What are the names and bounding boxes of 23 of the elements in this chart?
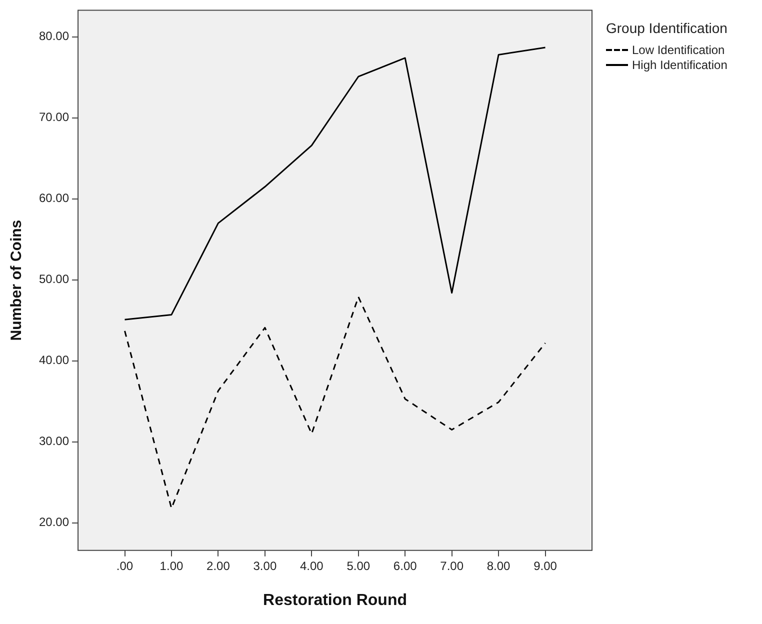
line-series (124, 296, 546, 510)
x-tick-label: 7.00 (440, 558, 464, 573)
x-tick-label: 1.00 (160, 558, 184, 573)
x-tick-label: 9.00 (534, 558, 558, 573)
x-tick-label: 6.00 (393, 558, 418, 573)
y-axis-title: Number of Coins (8, 220, 26, 341)
y-tick-label: 80.00 (39, 29, 70, 44)
legend-title: Group Identification (606, 20, 728, 36)
y-tick-label: 70.00 (39, 110, 70, 124)
x-tick-label: 5.00 (346, 558, 370, 573)
y-tick-label: 60.00 (39, 191, 70, 206)
legend-label: High Identification (632, 58, 728, 72)
x-tick-label: 2.00 (206, 558, 230, 573)
y-tick-label: 30.00 (39, 434, 70, 448)
x-tick-label: .00 (116, 558, 134, 573)
x-tick-label: 8.00 (486, 558, 511, 573)
x-tick-label: 3.00 (253, 558, 277, 573)
legend-label: Low Identification (632, 42, 725, 56)
y-tick-label: 40.00 (39, 353, 70, 368)
y-tick-label: 20.00 (39, 515, 70, 530)
x-tick-label: 4.00 (300, 558, 324, 573)
x-axis-title: Restoration Round (263, 592, 408, 609)
y-tick-label: 50.00 (39, 272, 70, 286)
